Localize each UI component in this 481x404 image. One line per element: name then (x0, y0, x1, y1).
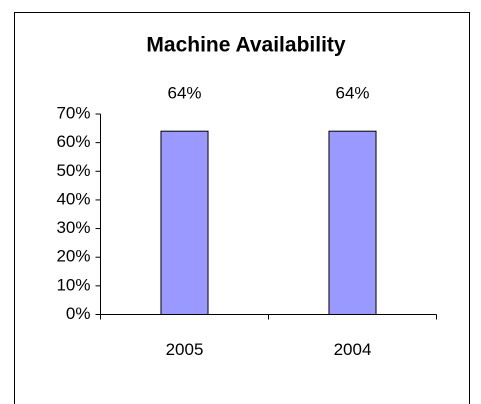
y-tick-label: 10% (56, 275, 90, 294)
y-tick-label: 40% (56, 189, 90, 208)
data-label: 64% (335, 83, 369, 102)
y-tick-label: 50% (56, 161, 90, 180)
y-tick-label: 0% (66, 304, 91, 323)
chart-frame (14, 12, 470, 404)
y-tick-label: 20% (56, 247, 90, 266)
y-tick-label: 70% (56, 103, 90, 122)
y-tick-label: 30% (56, 218, 90, 237)
x-tick-label: 2004 (334, 340, 372, 359)
bar (328, 130, 377, 315)
data-label: 64% (167, 83, 201, 102)
x-tick-label: 2005 (166, 340, 204, 359)
bar (160, 130, 209, 315)
chart-title: Machine Availability (146, 34, 345, 57)
y-tick-label: 60% (56, 132, 90, 151)
